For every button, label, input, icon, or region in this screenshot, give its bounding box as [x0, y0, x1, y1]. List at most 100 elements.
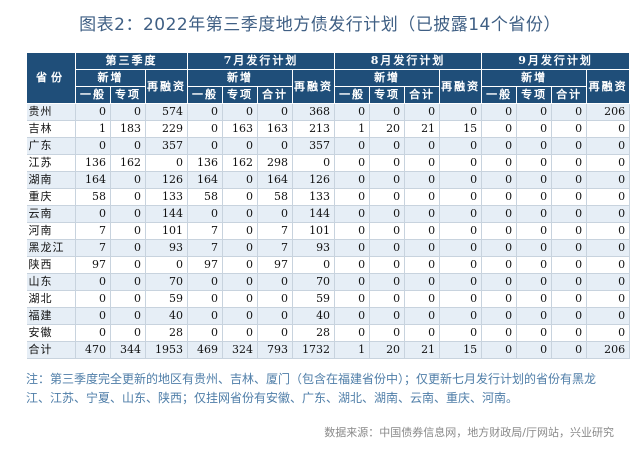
value-cell: 0 [404, 188, 441, 206]
header-jul-total: 合计 [257, 86, 294, 104]
value-cell: 0 [516, 324, 553, 342]
value-cell: 0 [369, 307, 406, 325]
header-q3: 第三季度 [74, 52, 189, 70]
value-cell: 0 [110, 205, 146, 223]
value-cell: 0 [481, 239, 518, 257]
value-cell: 0 [222, 103, 259, 121]
value-cell: 93 [145, 239, 189, 257]
value-cell: 0 [586, 171, 631, 189]
value-cell: 0 [292, 154, 336, 172]
value-cell: 0 [516, 341, 553, 359]
value-cell: 206 [586, 341, 631, 359]
value-cell: 0 [481, 103, 518, 121]
value-cell: 0 [222, 307, 259, 325]
value-cell: 0 [404, 205, 441, 223]
value-cell: 162 [222, 154, 259, 172]
value-cell: 101 [145, 222, 189, 240]
value-cell: 0 [404, 154, 441, 172]
table-row: 河南 7 0 101 7 0 7 101 0 0 0 0 0 0 0 0 [26, 222, 631, 240]
value-cell: 0 [551, 256, 588, 274]
value-cell: 0 [369, 205, 406, 223]
value-cell: 0 [110, 324, 146, 342]
table-row: 重庆 58 0 133 58 0 58 133 0 0 0 0 0 0 0 0 [26, 188, 631, 206]
value-cell: 144 [292, 205, 336, 223]
value-cell: 0 [187, 103, 224, 121]
value-cell: 470 [75, 341, 111, 359]
header-sep-new: 新增 [481, 69, 588, 87]
value-cell: 97 [75, 256, 111, 274]
value-cell: 0 [369, 239, 406, 257]
value-cell: 0 [110, 239, 146, 257]
header-q3-general: 一般 [75, 86, 111, 104]
table-row: 黑龙江 7 0 93 7 0 7 93 0 0 0 0 0 0 0 0 [26, 239, 631, 257]
table-row: 吉林 1 183 229 0 163 163 213 1 20 21 15 0 0 0 0 [26, 120, 631, 138]
value-cell: 58 [257, 188, 294, 206]
value-cell: 136 [187, 154, 224, 172]
value-cell: 0 [586, 154, 631, 172]
value-cell: 0 [404, 307, 441, 325]
value-cell: 0 [145, 154, 189, 172]
header-jul-special: 专项 [222, 86, 259, 104]
value-cell: 0 [257, 290, 294, 308]
value-cell: 133 [292, 188, 336, 206]
header-sep: 9月发行计划 [481, 52, 631, 70]
province-name: 江苏 [26, 154, 76, 172]
value-cell: 0 [257, 103, 294, 121]
value-cell: 163 [222, 120, 259, 138]
value-cell: 0 [516, 103, 553, 121]
province-name: 云南 [26, 205, 76, 223]
value-cell: 7 [75, 239, 111, 257]
value-cell: 0 [369, 324, 406, 342]
value-cell: 0 [187, 307, 224, 325]
value-cell: 0 [110, 273, 146, 291]
value-cell: 0 [257, 307, 294, 325]
value-cell: 0 [334, 324, 371, 342]
value-cell: 0 [257, 324, 294, 342]
province-name: 合计 [26, 341, 76, 359]
chart-title: 图表2：2022年第三季度地方债发行计划（已披露14个省份） [79, 15, 561, 35]
value-cell: 0 [75, 290, 111, 308]
value-cell: 0 [222, 324, 259, 342]
value-cell: 0 [551, 154, 588, 172]
value-cell: 7 [257, 239, 294, 257]
value-cell: 0 [516, 256, 553, 274]
value-cell: 0 [586, 290, 631, 308]
value-cell: 0 [439, 290, 483, 308]
value-cell: 0 [586, 120, 631, 138]
value-cell: 1 [75, 120, 111, 138]
value-cell: 0 [222, 188, 259, 206]
value-cell: 7 [187, 222, 224, 240]
value-cell: 1 [334, 120, 371, 138]
value-cell: 0 [586, 188, 631, 206]
value-cell: 0 [481, 154, 518, 172]
value-cell: 0 [187, 290, 224, 308]
value-cell: 0 [75, 137, 111, 155]
value-cell: 0 [551, 171, 588, 189]
header-q3-new: 新增 [75, 69, 146, 87]
value-cell: 0 [404, 239, 441, 257]
value-cell: 0 [439, 188, 483, 206]
province-name: 河南 [26, 222, 76, 240]
value-cell: 0 [369, 137, 406, 155]
value-cell: 0 [222, 273, 259, 291]
value-cell: 0 [481, 120, 518, 138]
value-cell: 0 [481, 273, 518, 291]
value-cell: 0 [516, 222, 553, 240]
value-cell: 0 [334, 188, 371, 206]
value-cell: 0 [481, 290, 518, 308]
header-aug-refi: 再融资 [439, 69, 483, 104]
table-row: 湖北 0 0 59 0 0 0 59 0 0 0 0 0 0 0 0 [26, 290, 631, 308]
value-cell: 0 [586, 256, 631, 274]
value-cell: 574 [145, 103, 189, 121]
value-cell: 15 [439, 120, 483, 138]
value-cell: 0 [404, 222, 441, 240]
value-cell: 0 [439, 103, 483, 121]
table-row: 江苏 136 162 0 136 162 298 0 0 0 0 0 0 0 0 0 [26, 154, 631, 172]
value-cell: 0 [369, 103, 406, 121]
value-cell: 357 [292, 137, 336, 155]
table-row: 安徽 0 0 28 0 0 0 28 0 0 0 0 0 0 0 0 [26, 324, 631, 342]
value-cell: 0 [516, 120, 553, 138]
header-aug-special: 专项 [369, 86, 406, 104]
value-cell: 0 [110, 137, 146, 155]
header-aug-total: 合计 [404, 86, 441, 104]
